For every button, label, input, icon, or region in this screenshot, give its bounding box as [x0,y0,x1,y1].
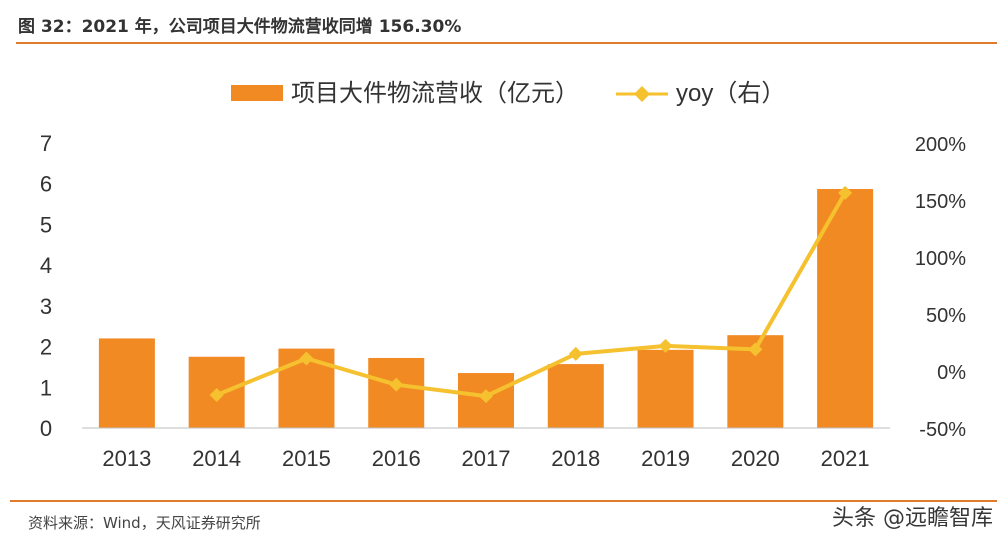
bar [368,357,425,428]
chart-area: 项目大件物流营收（亿元） yoy（右） 0 1 2 3 4 5 6 7 -50% 0% 50% 100% 1… [0,46,1007,496]
legend-marker-line [634,86,650,102]
left-axis-tick-label: 3 [40,294,52,319]
right-axis-tick-label: 150% [915,191,966,213]
yoy-point [479,389,493,404]
right-axis-tick-label: 50% [926,305,966,327]
right-axis-tick-label: -50% [919,419,966,441]
bar [98,338,155,428]
title-bar: 图 32：2021 年，公司项目大件物流营收同增 156.30% [16,8,997,44]
legend-swatch-bar [231,85,283,101]
left-axis-tick-label: 5 [40,212,52,237]
x-axis-tick-label: 2014 [192,446,241,471]
source-note: 资料来源：Wind，天风证券研究所 [28,514,261,532]
yoy-point [748,342,763,357]
x-axis-tick-label: 2018 [551,446,600,471]
right-axis-tick-label: 0% [937,362,966,384]
x-axis-tick-label: 2020 [731,446,780,471]
left-axis-tick-label: 0 [40,416,52,441]
footer-divider [10,500,997,502]
left-axis-tick-label: 4 [40,253,52,278]
x-axis-tick-label: 2017 [462,446,511,471]
bar [547,364,604,428]
yoy-point [299,351,314,366]
yoy-line [215,191,847,399]
watermark: 头条 @远瞻智库 [832,506,993,531]
right-axis-tick-label: 100% [915,248,966,270]
left-axis-tick-label: 7 [40,131,52,156]
yoy-point [389,377,404,392]
x-axis-tick-label: 2016 [372,446,421,471]
yoy-point [658,338,673,353]
yoy-point [568,346,583,361]
legend-label-bar: 项目大件物流营收（亿元） [291,80,579,107]
yoy-point [209,387,224,402]
bar [637,349,694,428]
yoy-point [838,185,853,200]
left-axis-tick-label: 1 [40,375,52,400]
legend-label-line: yoy（右） [676,80,785,107]
x-axis-tick-label: 2015 [282,446,331,471]
right-axis-tick-label: 200% [915,134,966,156]
x-axis-tick-label: 2019 [641,446,690,471]
combo-chart: 项目大件物流营收（亿元） yoy（右） 0 1 2 3 4 5 6 7 -50% 0% 50% 100% 1… [40,80,966,471]
x-axis-tick-label: 2013 [102,446,151,471]
x-axis-tick-label: 2021 [821,446,870,471]
left-axis-tick-label: 2 [40,335,52,360]
left-axis-tick-label: 6 [40,172,52,197]
figure-title: 图 32：2021 年，公司项目大件物流营收同增 156.30% [18,17,462,37]
